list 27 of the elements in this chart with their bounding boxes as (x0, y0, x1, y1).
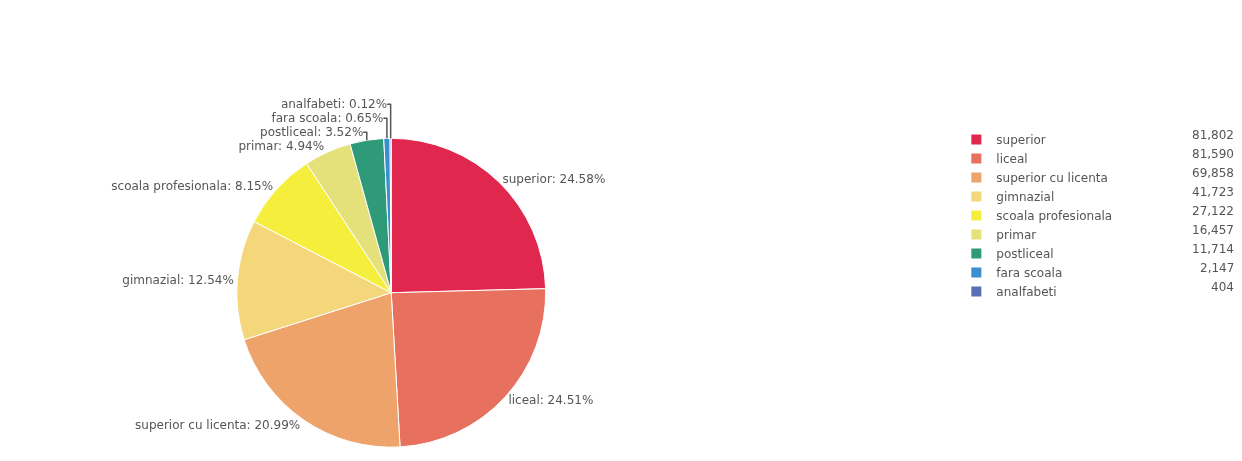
legend-label: analfabeti (996, 285, 1057, 300)
legend-label: fara scoala (996, 266, 1063, 281)
data-label: primar: 4.94% (238, 139, 325, 154)
text: 11,714 (1192, 242, 1234, 256)
legend-label: gimnazial (996, 190, 1055, 205)
text: 2,147 (1200, 261, 1235, 275)
text: 16,457 (1192, 223, 1234, 237)
data-label: superior: 24.58% (502, 171, 606, 186)
legend-label: primar (996, 228, 1037, 243)
data-label: postliceal: 3.52% (260, 125, 364, 140)
legend-label: scoala profesionala (996, 209, 1113, 224)
data-label: gimnazial: 12.54% (122, 272, 234, 287)
data-label: analfabeti: 0.12% (280, 97, 388, 112)
legend-label: superior (996, 133, 1046, 148)
data-label: superior cu licenta: 20.99% (135, 417, 301, 432)
text: 81,802 (1192, 128, 1234, 142)
text: 69,858 (1192, 166, 1234, 180)
data-label: fara scoala: 0.65% (271, 111, 384, 126)
text: 41,723 (1192, 185, 1234, 199)
data-label: liceal: 24.51% (508, 393, 594, 408)
legend-label: liceal (996, 152, 1028, 167)
legend-label: postliceal (996, 247, 1054, 262)
text: 81,590 (1192, 147, 1234, 161)
data-label: scoala profesionala: 8.15% (111, 179, 274, 194)
text: 27,122 (1192, 204, 1234, 218)
text: 404 (1211, 280, 1234, 294)
legend-label: superior cu licenta (996, 171, 1108, 186)
